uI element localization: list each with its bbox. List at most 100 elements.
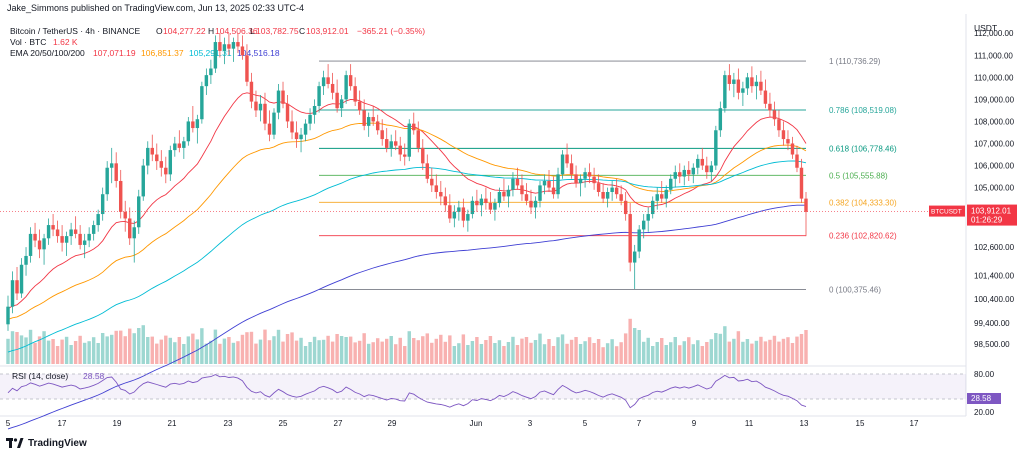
volume-bar [777,341,781,364]
candle-body [565,154,569,164]
rsi-tick-label: 80.00 [974,370,995,379]
candle-body [69,229,73,237]
candle-body [529,200,533,208]
candle-body [596,183,601,192]
candle-body [804,198,808,212]
candle-body [236,42,240,47]
time-tick-label: 7 [637,419,642,428]
candle-body [601,192,605,199]
volume-bar [768,339,772,364]
candle-body [727,75,732,84]
volume-bar [723,326,727,364]
candle-body [799,167,804,199]
volume-bar [267,340,272,364]
volume-bar [46,340,51,364]
candle-body [583,172,587,179]
candle-body [321,77,326,87]
volume-bar [524,337,529,364]
candle-body [578,178,583,184]
volume-bar [700,346,705,364]
candle-body [150,147,154,155]
candle-body [249,81,254,102]
volume-label: Vol · BTC [10,37,46,47]
volume-bar [452,346,457,364]
volume-bar [641,341,646,364]
ema50-value: 106,851.37 [141,48,184,58]
candle-body [19,264,24,294]
volume-bar [312,336,317,364]
volume-bar [272,336,276,364]
volume-bar [493,343,497,364]
volume-bar [15,332,19,364]
candle-body [484,198,488,204]
fib-level-label: 0.236 (102,820.62) [829,232,897,241]
candle-body [538,185,542,201]
candle-body [714,130,718,166]
volume-bar [159,339,164,364]
candle-body [362,110,366,126]
candle-body [759,81,763,91]
volume-bar [691,344,696,364]
candle-body [227,44,231,49]
price-axis[interactable]: 112,000.00 111,000.00 110,000.00 109,000.00… [974,29,1015,349]
time-tick-label: 13 [800,419,809,428]
candle-body [488,203,493,210]
chart-area[interactable]: Bitcoin / TetherUS · 4h · BINANCE O 104,… [0,14,1024,430]
volume-bar [619,342,623,364]
rsi-value: 28.58 [83,371,105,381]
time-tick-label: 15 [856,419,865,428]
ema-label: EMA 20/50/100/200 [10,48,85,58]
volume-bar [132,333,136,364]
volume-bar [718,333,723,364]
time-axis[interactable]: 5 17 19 21 23 25 27 29 Jun 3 5 7 9 11 13 15 17 [6,419,919,428]
volume-bar [646,337,650,364]
high-label: H [208,26,214,36]
candle-body [28,233,33,256]
ema-line [7,160,807,353]
candle-body [123,211,127,219]
volume-bar [155,343,159,364]
candle-body [664,189,668,199]
candle-body [493,203,497,210]
fibonacci-retracement[interactable]: 1 (110,736.29) 0.786 (108,519.08) 0.618 (1… [319,57,897,295]
candle-body [128,218,132,239]
candle-body [515,178,520,186]
candle-body [109,163,114,168]
candle-body [60,236,64,243]
volume-bar [511,336,515,364]
candle-body [267,123,272,135]
fib-level-label: 0 (100,375.46) [829,286,881,295]
last-price-badge [967,204,1017,226]
candle-body [118,180,123,212]
ema-line [7,92,807,310]
volume-bar [623,333,628,364]
volume-bar [335,334,339,364]
candle-body [655,194,659,201]
tradingview-footer[interactable]: TradingView [6,436,87,450]
candle-body [750,77,754,87]
candle-body [155,154,159,162]
candle-body [407,123,411,157]
volume-bar [416,340,420,364]
candle-body [637,229,641,252]
currency-label: USDT [974,23,997,33]
volume-bar [263,329,267,364]
volume-bar [795,336,799,364]
candle-timer: 01:26:29 [971,216,1003,225]
volume-bar [804,330,808,364]
candle-body [457,207,461,212]
fib-level-label: 1 (110,736.29) [829,57,881,66]
volume-bar [398,337,402,364]
volume-bar [339,336,344,364]
candle-body [795,154,799,168]
volume-bar [281,341,285,364]
candle-body [660,194,664,199]
volume-bar [177,337,182,364]
volume-bar [258,339,263,364]
volume-bar [384,338,389,364]
volume-bar [141,325,145,364]
chart-svg[interactable]: Bitcoin / TetherUS · 4h · BINANCE O 104,… [0,14,1024,430]
volume-bar [745,339,750,364]
volume-bar [470,341,475,364]
candle-body [231,42,236,49]
